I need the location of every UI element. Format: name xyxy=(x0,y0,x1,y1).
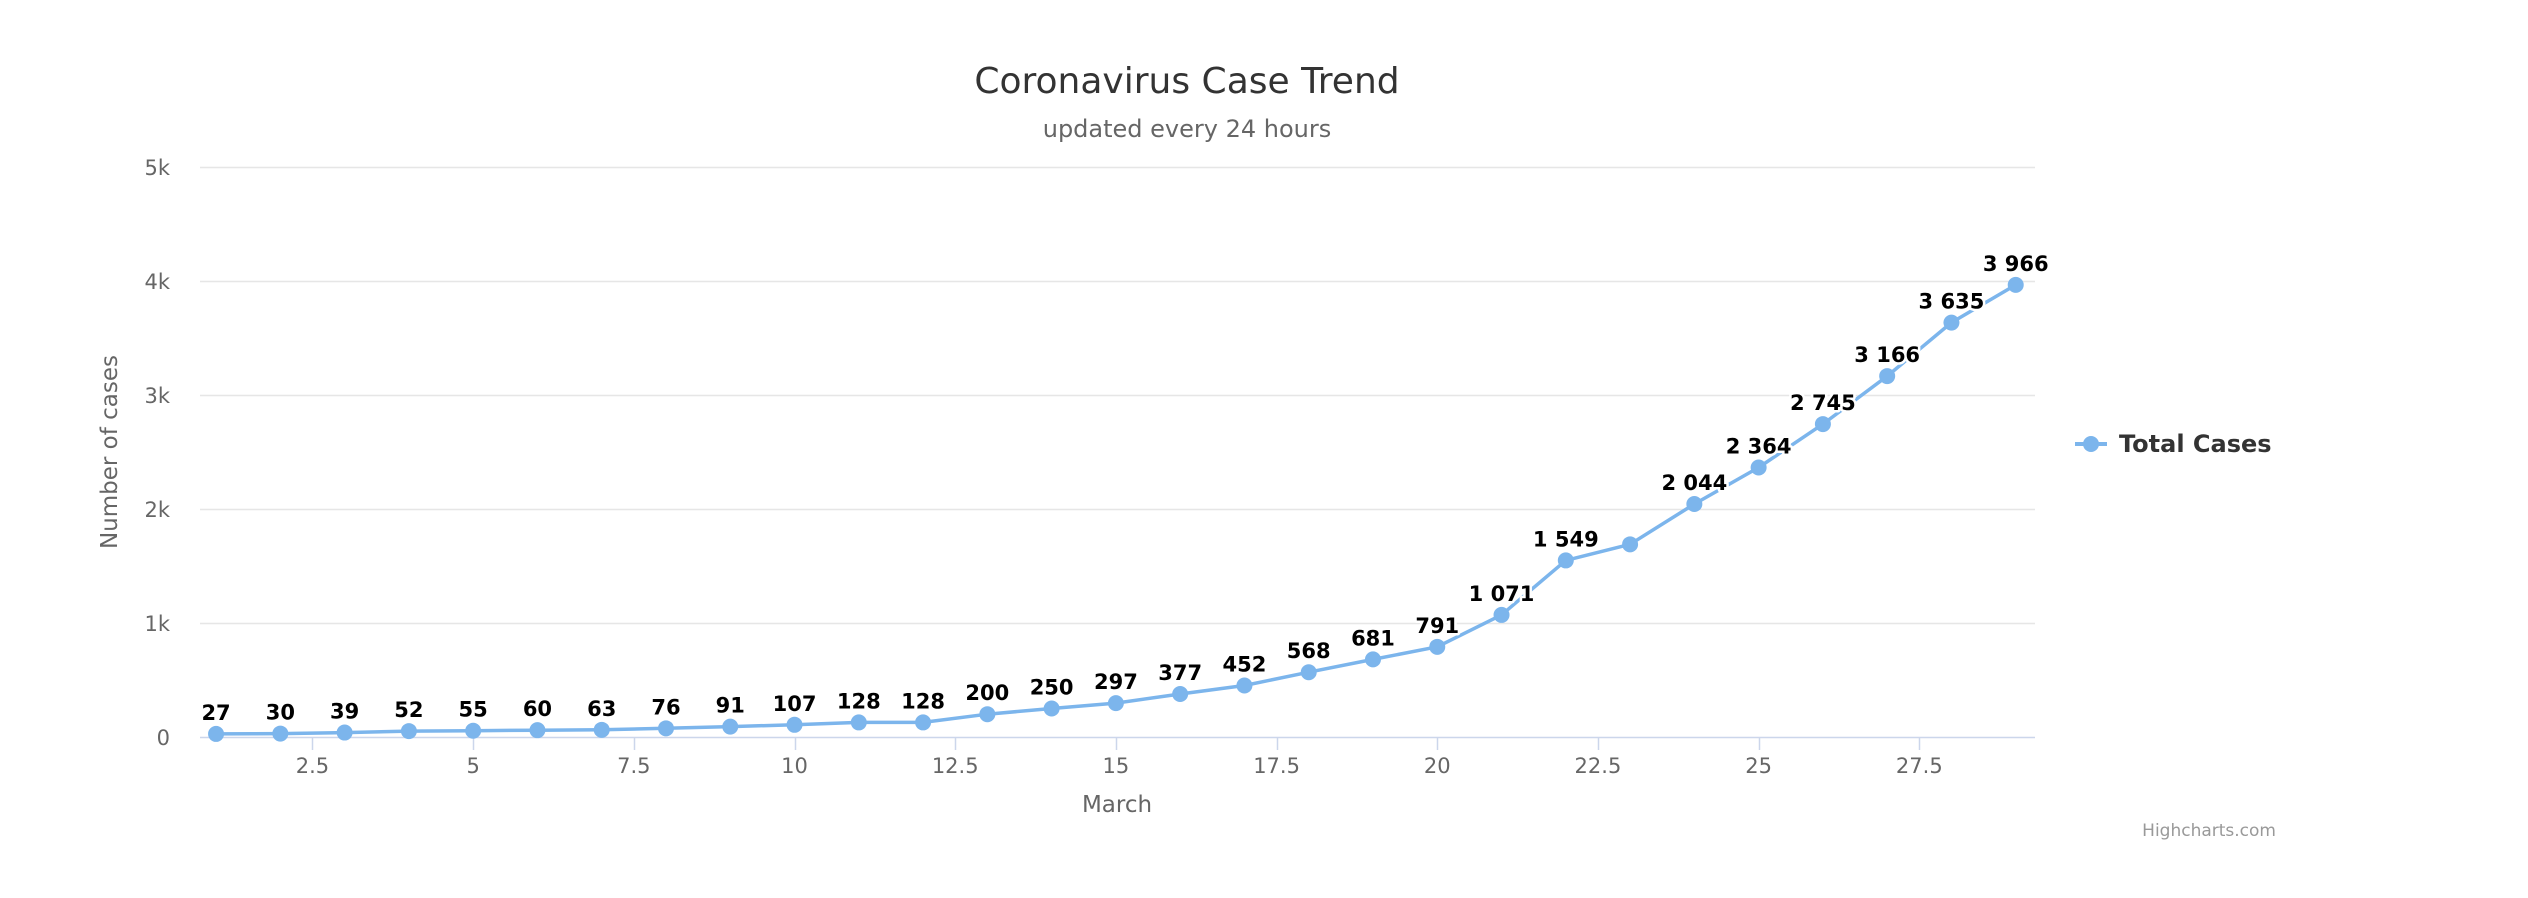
x-tick-label: 25 xyxy=(1745,754,1772,778)
x-tick-label: 15 xyxy=(1103,754,1130,778)
data-label: 128 xyxy=(837,689,881,713)
data-point xyxy=(915,714,932,731)
y-tick-label: 5k xyxy=(144,156,170,180)
data-point xyxy=(272,725,289,742)
y-tick-label: 1k xyxy=(144,612,170,636)
data-point xyxy=(979,706,996,723)
data-point xyxy=(1364,651,1381,668)
data-label: 52 xyxy=(394,698,423,722)
data-point xyxy=(1236,677,1253,694)
data-label: 60 xyxy=(523,697,552,721)
x-tick-label: 22.5 xyxy=(1575,754,1622,778)
x-tick-label: 7.5 xyxy=(617,754,650,778)
data-point xyxy=(850,714,867,731)
data-point xyxy=(1943,314,1960,331)
data-point xyxy=(336,724,353,741)
data-label: 2 364 xyxy=(1726,435,1792,459)
data-label: 297 xyxy=(1094,670,1138,694)
data-point xyxy=(1107,695,1124,712)
data-point xyxy=(208,725,225,742)
data-point xyxy=(1493,606,1510,623)
data-point xyxy=(1814,416,1831,433)
data-label: 3 966 xyxy=(1983,252,2049,276)
x-tick-label: 20 xyxy=(1424,754,1451,778)
data-label: 452 xyxy=(1223,652,1267,676)
data-point xyxy=(722,718,739,735)
data-label: 250 xyxy=(1030,676,1074,700)
data-label: 3 166 xyxy=(1854,343,1920,367)
series xyxy=(208,276,2024,742)
x-tick-label: 17.5 xyxy=(1253,754,1300,778)
y-axis-title: Number of cases xyxy=(97,355,123,549)
data-point xyxy=(529,722,546,739)
x-tick-label: 12.5 xyxy=(932,754,979,778)
data-point xyxy=(465,722,482,739)
data-label: 1 549 xyxy=(1533,527,1599,551)
data-point xyxy=(657,720,674,737)
y-tick-label: 2k xyxy=(144,498,170,522)
data-point xyxy=(400,723,417,740)
data-label: 39 xyxy=(330,700,359,724)
y-tick-label: 0 xyxy=(157,726,170,750)
data-label: 791 xyxy=(1415,614,1459,638)
data-point xyxy=(2007,276,2024,293)
y-tick-label: 4k xyxy=(144,270,170,294)
data-label: 3 635 xyxy=(1919,290,1985,314)
chart-title: Coronavirus Case Trend xyxy=(974,61,1399,102)
data-point xyxy=(1879,368,1896,385)
credits-link[interactable]: Highcharts.com xyxy=(2142,821,2276,841)
data-label: 2 044 xyxy=(1661,471,1727,495)
data-point xyxy=(1429,638,1446,655)
data-label: 377 xyxy=(1158,661,1202,685)
data-label: 128 xyxy=(901,689,945,713)
data-point xyxy=(1172,686,1189,703)
gridlines xyxy=(200,166,2035,625)
data-point xyxy=(1557,552,1574,569)
data-point xyxy=(593,721,610,738)
data-label: 568 xyxy=(1287,639,1331,663)
data-label: 27 xyxy=(201,701,230,725)
data-label: 200 xyxy=(965,681,1009,705)
chart-subtitle: updated every 24 hours xyxy=(1043,115,1332,143)
x-tick-label: 10 xyxy=(781,754,808,778)
data-point xyxy=(786,716,803,733)
data-label: 1 071 xyxy=(1469,582,1535,606)
data-label: 107 xyxy=(773,692,817,716)
x-axis-title: March xyxy=(1082,792,1152,818)
data-point xyxy=(1686,495,1703,512)
data-point xyxy=(1300,664,1317,681)
legend-marker-icon xyxy=(2083,436,2099,452)
data-label: 63 xyxy=(587,697,616,721)
data-label: 55 xyxy=(459,698,488,722)
legend-item-total-cases[interactable]: Total Cases xyxy=(2075,430,2272,458)
y-tick-label: 3k xyxy=(144,384,170,408)
data-label: 91 xyxy=(716,694,745,718)
legend-label: Total Cases xyxy=(2119,430,2272,458)
data-point xyxy=(1750,459,1767,476)
x-tick-label: 27.5 xyxy=(1896,754,1943,778)
data-labels: 27 30 39 52 55 60 63 76 91 107 128 128 200 250 297 377 4… xyxy=(199,249,2051,727)
x-tick-label: 5 xyxy=(466,754,479,778)
data-point xyxy=(1622,536,1639,553)
data-label: 681 xyxy=(1351,626,1395,650)
data-label: 30 xyxy=(266,701,295,725)
x-tick-label: 2.5 xyxy=(296,754,329,778)
data-point xyxy=(1043,700,1060,717)
axes: 0 1k 2k 3k 4k 5k 2.5 5 7.5 10 12.5 15 17.5 20 22.5 25 27… xyxy=(144,156,2035,778)
data-label: 76 xyxy=(651,695,680,719)
data-label: 2 745 xyxy=(1790,391,1856,415)
